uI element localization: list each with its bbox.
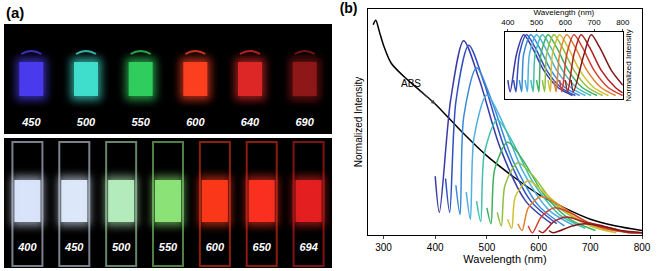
svg-text:Normalized Intensity: Normalized Intensity (353, 77, 364, 168)
svg-text:(b): (b) (340, 0, 358, 16)
svg-text:650: 650 (253, 241, 272, 253)
svg-text:640: 640 (241, 116, 260, 128)
svg-text:690: 690 (295, 116, 314, 128)
svg-text:300: 300 (375, 242, 392, 253)
svg-text:700: 700 (587, 18, 601, 27)
svg-text:ABS: ABS (401, 78, 421, 89)
svg-text:500: 500 (479, 242, 496, 253)
svg-text:450: 450 (21, 116, 41, 128)
svg-text:550: 550 (159, 241, 178, 253)
svg-text:694: 694 (299, 241, 317, 253)
svg-text:600: 600 (206, 241, 225, 253)
svg-text:800: 800 (634, 242, 651, 253)
svg-text:450: 450 (64, 241, 84, 253)
svg-text:400: 400 (501, 18, 515, 27)
svg-text:600: 600 (530, 242, 547, 253)
svg-text:500: 500 (77, 116, 96, 128)
svg-text:500: 500 (112, 241, 131, 253)
svg-text:800: 800 (616, 18, 630, 27)
svg-text:Wavelength (nm): Wavelength (nm) (534, 8, 595, 17)
svg-text:500: 500 (530, 18, 544, 27)
svg-text:600: 600 (186, 116, 205, 128)
svg-text:600: 600 (559, 18, 573, 27)
svg-text:Normalized Intensity: Normalized Intensity (624, 29, 633, 101)
svg-text:(a): (a) (6, 4, 24, 21)
svg-text:Wavelength (nm): Wavelength (nm) (463, 253, 546, 265)
svg-text:550: 550 (131, 116, 150, 128)
svg-text:700: 700 (582, 242, 599, 253)
svg-text:400: 400 (17, 241, 37, 253)
svg-text:400: 400 (427, 242, 444, 253)
